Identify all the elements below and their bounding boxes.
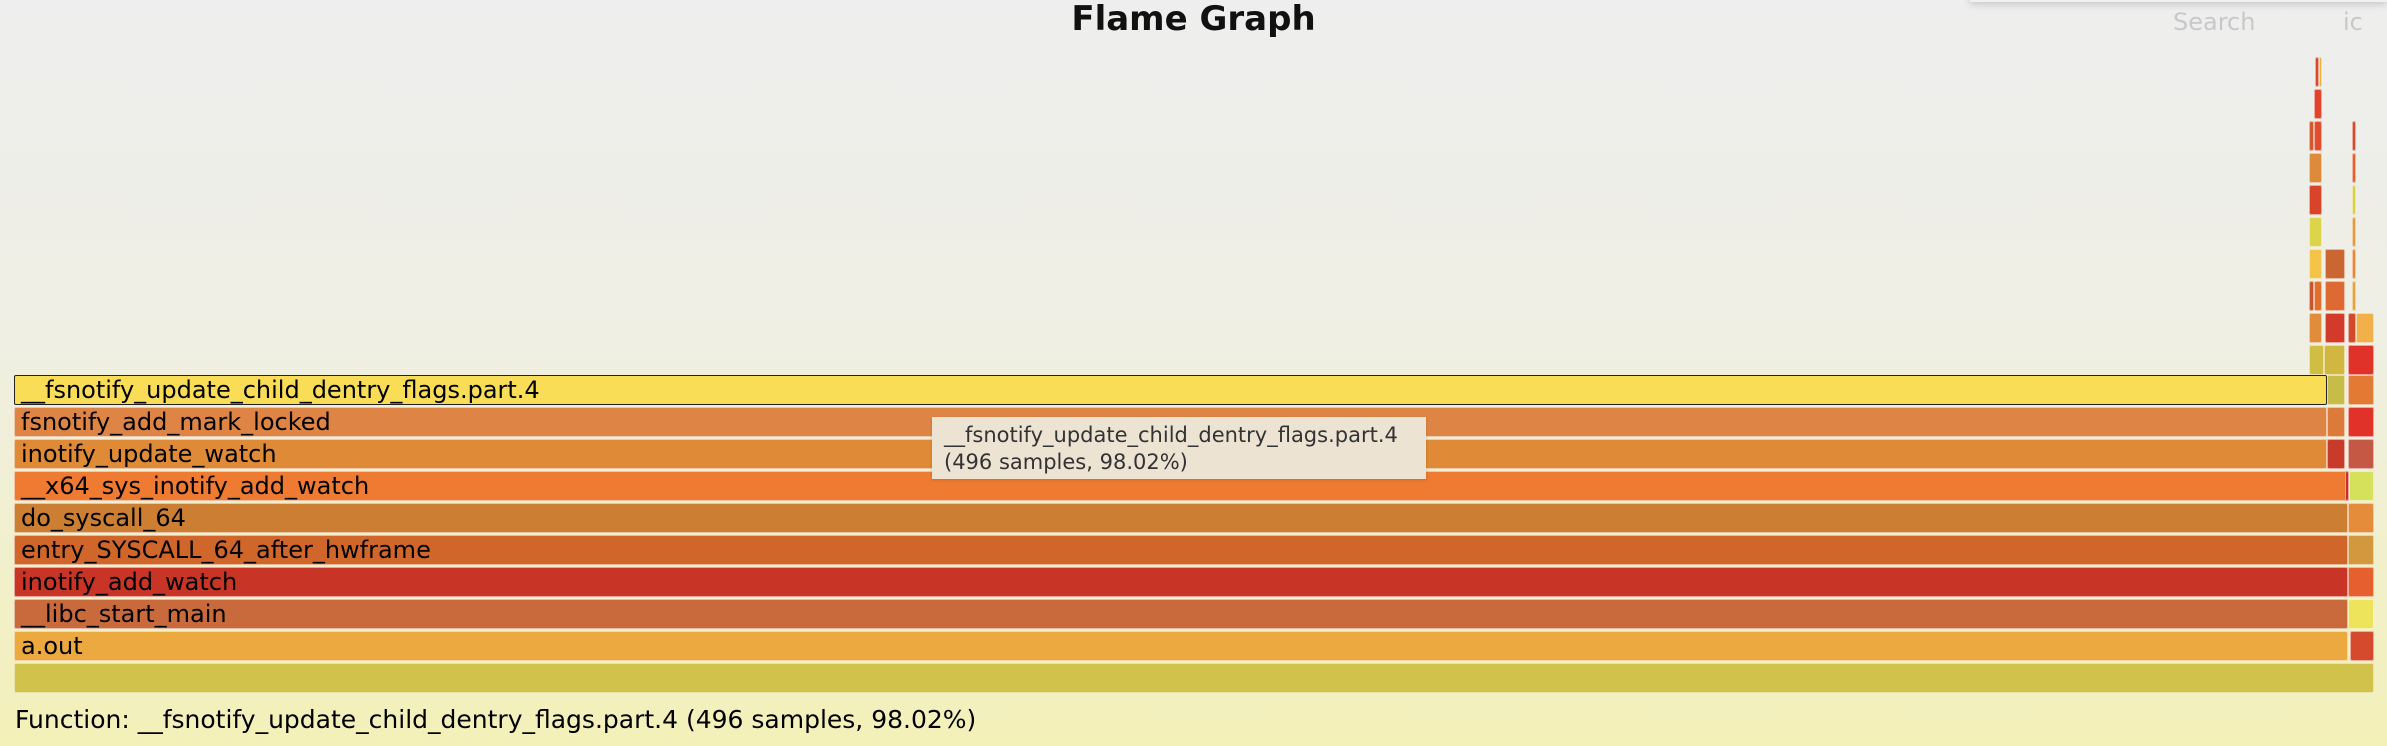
frame-small[interactable]: [2350, 631, 2374, 661]
search-panel-shadow: [1970, 0, 2387, 2]
ignore-case-toggle[interactable]: ic: [2343, 8, 2363, 36]
frame-4[interactable]: do_syscall_64: [14, 503, 2348, 533]
frame-small[interactable]: [2348, 313, 2356, 343]
frame-small[interactable]: [2348, 535, 2374, 565]
frame-label: __x64_sys_inotify_add_watch: [21, 472, 370, 500]
frame-label: entry_SYSCALL_64_after_hwframe: [21, 536, 431, 564]
frame-small[interactable]: [2314, 89, 2322, 119]
page-title: Flame Graph: [1071, 0, 1316, 39]
frame-small[interactable]: [2314, 281, 2322, 311]
frame-small[interactable]: [2352, 153, 2356, 183]
search-button[interactable]: Search: [2173, 8, 2256, 36]
frame-label: __fsnotify_update_child_dentry_flags.par…: [21, 376, 540, 404]
tooltip: __fsnotify_update_child_dentry_flags.par…: [932, 417, 1426, 479]
frame-small[interactable]: [2348, 503, 2374, 533]
function-details: Function: __fsnotify_update_child_dentry…: [15, 705, 977, 734]
frame-label: __libc_start_main: [21, 600, 227, 628]
frame-label: inotify_update_watch: [21, 440, 277, 468]
frame-small[interactable]: [2352, 121, 2356, 151]
frame-small[interactable]: [2309, 153, 2322, 183]
frame-label: do_syscall_64: [21, 504, 186, 532]
tooltip-function: __fsnotify_update_child_dentry_flags.par…: [944, 423, 1398, 447]
frame-small[interactable]: [2309, 281, 2314, 311]
frame-8[interactable]: a.out: [14, 631, 2348, 661]
frame-5[interactable]: entry_SYSCALL_64_after_hwframe: [14, 535, 2348, 565]
frame-label: fsnotify_add_mark_locked: [21, 408, 331, 436]
frame-small[interactable]: [2327, 375, 2345, 405]
frame-small[interactable]: [2315, 57, 2319, 87]
frame-small[interactable]: [2349, 471, 2374, 501]
frame-small[interactable]: [2309, 185, 2322, 215]
frame-small[interactable]: [2348, 407, 2374, 437]
frame-small[interactable]: [2348, 375, 2374, 405]
frame-small[interactable]: [2327, 439, 2345, 469]
frame-label: a.out: [21, 632, 83, 660]
frame-7[interactable]: __libc_start_main: [14, 599, 2348, 629]
frame-small[interactable]: [2352, 185, 2356, 215]
frame-small[interactable]: [2348, 599, 2374, 629]
frame-small[interactable]: [2348, 439, 2374, 469]
frame-small[interactable]: [2352, 249, 2356, 279]
frame-9[interactable]: [14, 663, 2374, 693]
frame-small[interactable]: [2356, 313, 2374, 343]
frame-small[interactable]: [2327, 407, 2345, 437]
frame-small[interactable]: [2325, 249, 2345, 279]
frame-6[interactable]: inotify_add_watch: [14, 567, 2348, 597]
frame-small[interactable]: [2309, 121, 2314, 151]
frame-small[interactable]: [2319, 57, 2322, 87]
frame-small[interactable]: [2348, 567, 2374, 597]
frame-0[interactable]: __fsnotify_update_child_dentry_flags.par…: [14, 375, 2327, 405]
frame-small[interactable]: [2309, 217, 2322, 247]
frame-small[interactable]: [2325, 281, 2345, 311]
frame-small[interactable]: [2352, 281, 2356, 311]
tooltip-samples: (496 samples, 98.02%): [944, 450, 1188, 474]
frame-small[interactable]: [2309, 313, 2322, 343]
frame-small[interactable]: [2345, 471, 2349, 501]
frame-small[interactable]: [2348, 345, 2374, 375]
frame-small[interactable]: [2324, 345, 2345, 375]
frame-small[interactable]: [2314, 121, 2322, 151]
frame-small[interactable]: [2309, 345, 2324, 375]
frame-small[interactable]: [2325, 313, 2345, 343]
frame-small[interactable]: [2309, 249, 2322, 279]
frame-small[interactable]: [2352, 217, 2356, 247]
frame-label: inotify_add_watch: [21, 568, 238, 596]
